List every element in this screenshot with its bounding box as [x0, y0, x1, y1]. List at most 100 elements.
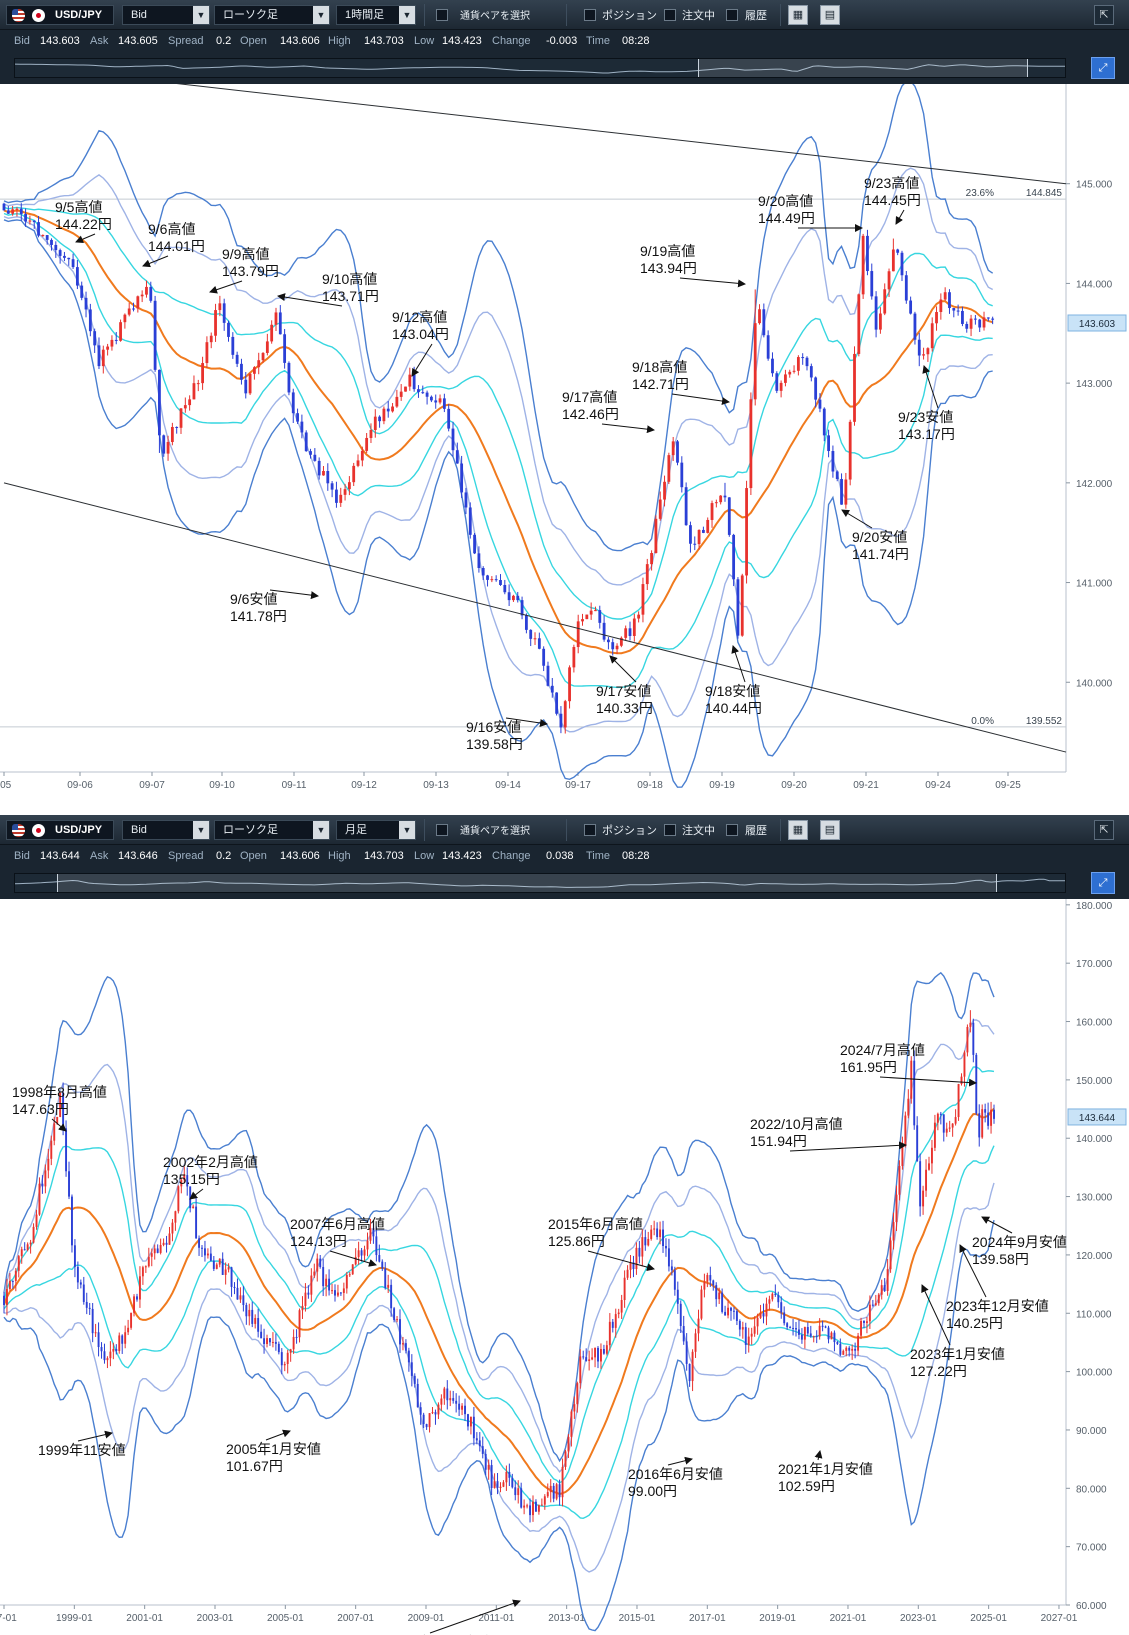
low-value: 143.423: [442, 850, 482, 862]
candle-up: [289, 1349, 292, 1353]
candle-down: [529, 1505, 531, 1516]
candle-down: [840, 479, 843, 505]
annotation-label: 9/12高値: [392, 309, 447, 325]
candle-up: [922, 354, 925, 356]
candle-up: [594, 610, 597, 612]
candle-up: [316, 1258, 319, 1272]
candle-down: [827, 1327, 830, 1340]
bollinger-lower-3sigma: [3, 219, 993, 788]
candle-up: [718, 1292, 721, 1300]
order-checkbox[interactable]: [664, 9, 676, 21]
candle-down: [381, 1261, 384, 1269]
price-type-select[interactable]: Bid ▼: [122, 820, 210, 840]
annotation-arrow: [895, 209, 905, 225]
history-checkbox[interactable]: [726, 824, 738, 836]
expand-icon[interactable]: ⤢: [1091, 872, 1115, 894]
navigator-track[interactable]: [14, 873, 1066, 893]
candle-down: [233, 1286, 236, 1288]
chart-list-icon[interactable]: ▤: [820, 5, 840, 25]
annotation-value: 135.15円: [163, 1171, 220, 1187]
candle-down: [815, 1336, 818, 1338]
currency-select-checkbox[interactable]: [436, 9, 448, 21]
candle-up: [765, 1303, 768, 1317]
moving-average-line: [3, 1107, 995, 1496]
chart-settings-icon[interactable]: ▦: [788, 820, 808, 840]
candle-up: [549, 1485, 552, 1493]
navigator-track[interactable]: [14, 58, 1066, 78]
candle-down: [774, 1293, 777, 1295]
candle-down: [407, 1350, 410, 1363]
currency-pair-badge[interactable]: USD/JPY: [6, 820, 114, 840]
candle-down: [442, 398, 446, 409]
candle-down: [45, 235, 49, 240]
x-tick-label: 2011-01: [478, 1613, 514, 1624]
candle-down: [939, 1113, 942, 1115]
candle-down: [818, 399, 822, 409]
chart-type-select[interactable]: ローソク足 ▼: [214, 820, 330, 840]
candle-down: [956, 310, 960, 312]
candle-up: [141, 1267, 144, 1277]
chart-type-select[interactable]: ローソク足 ▼: [214, 5, 330, 25]
candle-up: [140, 294, 144, 297]
candle-down: [455, 1400, 458, 1404]
candle-down: [283, 334, 287, 363]
price-type-select[interactable]: Bid ▼: [122, 5, 210, 25]
candle-down: [309, 451, 312, 455]
candle-up: [469, 1416, 472, 1427]
annotation-arrow: [841, 509, 873, 529]
candle-up: [44, 1170, 47, 1187]
expand-icon[interactable]: ⤢: [1091, 57, 1115, 79]
candle-up: [658, 499, 662, 519]
collapse-icon[interactable]: ⇱: [1094, 5, 1114, 25]
candle-up: [925, 1169, 928, 1191]
candle-up: [957, 1084, 960, 1118]
navigator-window[interactable]: [57, 874, 997, 892]
candle-down: [673, 1270, 676, 1290]
x-tick-label: 2005-01: [267, 1613, 304, 1624]
candle-up: [853, 353, 856, 422]
navigator-window[interactable]: [697, 59, 1029, 77]
candle-down: [676, 441, 679, 463]
candle-down: [245, 1305, 248, 1317]
candle-up: [119, 322, 122, 341]
hourly-candlestick-chart[interactable]: 140.000 141.000 142.000 143.000 144.000 145.0…: [0, 84, 1129, 800]
candle-down: [665, 1246, 667, 1249]
history-checkbox[interactable]: [726, 9, 738, 21]
candle-up: [94, 1332, 97, 1334]
chart-settings-icon[interactable]: ▦: [788, 5, 808, 25]
timeframe-select[interactable]: 月足 ▼: [336, 820, 416, 840]
candle-down: [822, 408, 826, 436]
chart-list-icon[interactable]: ▤: [820, 820, 840, 840]
bid-value: 143.603: [40, 35, 80, 47]
position-checkbox[interactable]: [584, 824, 596, 836]
monthly-candlestick-chart[interactable]: 60.000 70.000 80.000 90.000 100.000 110.000 12…: [0, 899, 1129, 1635]
candle-up: [788, 371, 792, 375]
candle-up: [286, 1352, 289, 1365]
candle-up: [898, 1165, 901, 1195]
candle-up: [363, 1249, 366, 1256]
candle-up: [487, 1465, 490, 1470]
candle-down: [430, 396, 433, 401]
candle-up: [209, 335, 213, 343]
candle-up: [183, 1175, 186, 1180]
currency-select-checkbox[interactable]: [436, 824, 448, 836]
candle-up: [747, 1336, 750, 1345]
annotation-arrow: [679, 277, 746, 288]
candle-up: [396, 1319, 399, 1321]
candle-down: [115, 1348, 118, 1352]
candle-up: [399, 391, 403, 397]
candle-down: [537, 638, 541, 649]
position-checkbox[interactable]: [584, 9, 596, 21]
candle-down: [602, 622, 606, 640]
candle-up: [408, 374, 412, 387]
collapse-icon[interactable]: ⇱: [1094, 820, 1114, 840]
order-checkbox[interactable]: [664, 824, 676, 836]
annotation-value: 143.71円: [322, 288, 379, 304]
currency-pair-badge[interactable]: USD/JPY: [6, 5, 114, 25]
timeframe-select[interactable]: 1時間足 ▼: [336, 5, 416, 25]
annotation-arrow: [671, 393, 730, 405]
candle-down: [611, 1321, 614, 1328]
candle-up: [254, 1318, 257, 1324]
